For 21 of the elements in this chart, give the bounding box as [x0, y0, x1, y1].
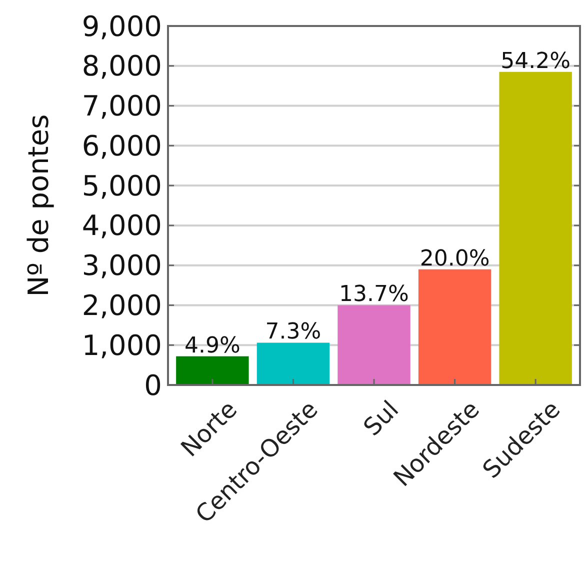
y-tick-label: 6,000: [82, 129, 162, 162]
bar: [499, 72, 572, 385]
y-tick-label: 5,000: [82, 169, 162, 202]
y-tick-label: 2,000: [82, 289, 162, 322]
y-tick-label: 7,000: [82, 90, 162, 123]
y-axis-title: Nº de pontes: [22, 114, 55, 297]
y-tick-label: 3,000: [82, 249, 162, 282]
annotation: 4.9%: [184, 333, 240, 358]
annotation: 13.7%: [339, 282, 409, 308]
bar: [176, 356, 249, 385]
annotation: 20.0%: [420, 246, 490, 272]
y-tick-label: 1,000: [82, 328, 162, 362]
bar: [256, 342, 330, 385]
bar: [418, 269, 492, 385]
y-tick-label: 4,000: [82, 209, 162, 242]
bar: [338, 305, 410, 385]
annotation: 7.3%: [265, 320, 322, 345]
y-tick-label: 8,000: [82, 50, 162, 83]
y-tick-label: 0: [144, 368, 162, 402]
annotation: 54.2%: [500, 48, 571, 74]
y-tick-label: 9,000: [82, 10, 162, 43]
